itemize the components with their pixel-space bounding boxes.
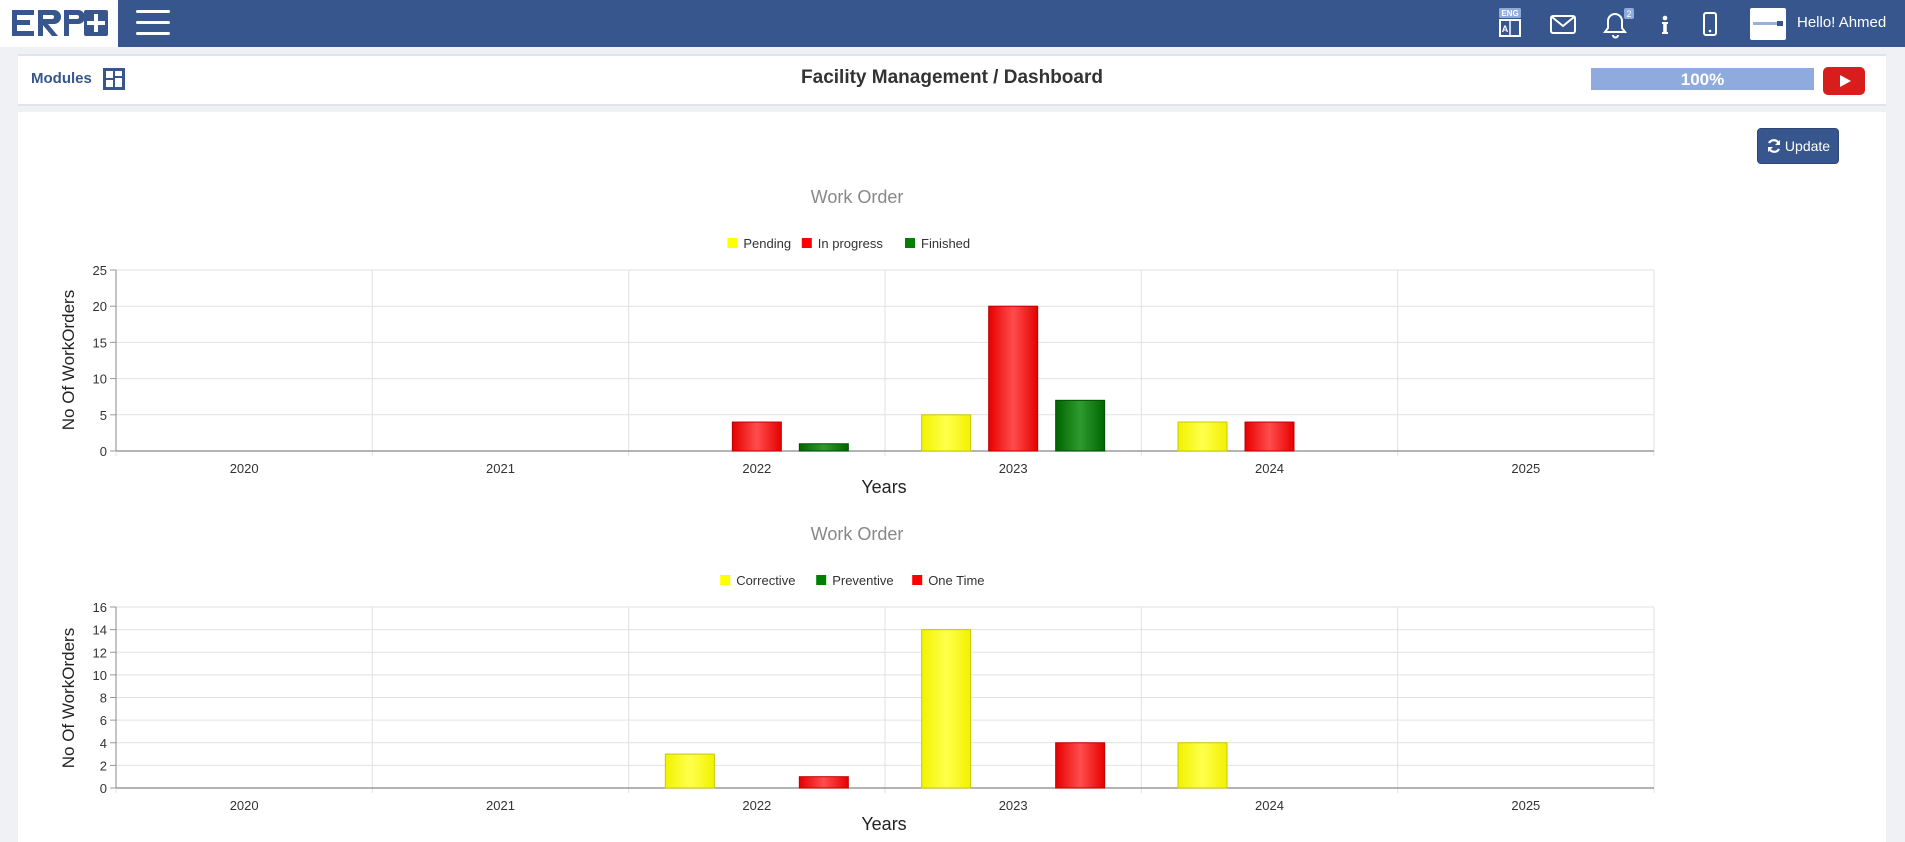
top-navbar: ENG A 2 (0, 0, 1905, 47)
info-button[interactable] (1655, 10, 1675, 38)
x-tick-label: 2024 (1255, 461, 1284, 476)
y-tick-label: 10 (93, 372, 107, 387)
y-tick-label: 20 (93, 299, 107, 314)
language-icon: ENG A (1499, 8, 1521, 37)
legend-label: Corrective (736, 573, 795, 588)
company-avatar[interactable] (1750, 8, 1786, 40)
legend-swatch (727, 238, 738, 248)
x-tick-label: 2021 (486, 798, 515, 813)
x-tick-label: 2022 (742, 798, 771, 813)
menu-toggle-button[interactable] (136, 8, 170, 38)
y-tick-label: 25 (93, 263, 107, 278)
x-axis-title: Years (861, 814, 906, 834)
legend-label: In progress (818, 236, 884, 251)
y-tick-label: 16 (93, 600, 107, 615)
hamburger-line (136, 10, 170, 13)
bar (731, 421, 782, 452)
legend-swatch (905, 238, 915, 248)
modules-grid-button[interactable] (102, 67, 126, 91)
x-tick-label: 2023 (999, 798, 1028, 813)
hamburger-line (136, 32, 170, 35)
y-tick-label: 10 (93, 668, 107, 683)
chart-title: Work Order (811, 187, 904, 207)
notification-badge: 2 (1626, 9, 1631, 19)
page-title: Facility Management / Dashboard (801, 67, 1103, 88)
y-tick-label: 14 (93, 623, 107, 638)
x-tick-label: 2020 (230, 798, 259, 813)
update-label: Update (1784, 138, 1831, 154)
envelope-icon (1550, 15, 1576, 34)
y-tick-label: 2 (100, 758, 107, 773)
x-tick-label: 2025 (1511, 461, 1540, 476)
y-tick-label: 15 (93, 335, 107, 350)
x-tick-label: 2023 (999, 461, 1028, 476)
legend-swatch (816, 575, 827, 585)
legend-label: One Time (928, 573, 984, 588)
y-tick-label: 5 (100, 408, 107, 423)
x-tick-label: 2025 (1511, 798, 1540, 813)
x-tick-label: 2021 (486, 461, 515, 476)
y-tick-label: 0 (100, 781, 107, 796)
bar (1177, 421, 1228, 452)
messages-button[interactable] (1548, 10, 1578, 38)
bar (1055, 742, 1106, 789)
y-axis-title: No Of WorkOrders (59, 628, 78, 768)
video-tutorial-button[interactable] (1823, 67, 1865, 95)
page-header: Modules Facility Management / Dashboard … (18, 54, 1886, 106)
grid-icon (103, 68, 125, 90)
y-tick-label: 8 (100, 691, 107, 706)
refresh-icon (1767, 139, 1780, 153)
x-tick-label: 2024 (1255, 798, 1284, 813)
y-tick-label: 0 (100, 444, 107, 459)
bar (1244, 421, 1295, 452)
mobile-app-button[interactable] (1700, 10, 1720, 38)
x-tick-label: 2020 (230, 461, 259, 476)
user-greeting[interactable]: Hello! Ahmed (1797, 14, 1887, 31)
progress-text: 100% (1680, 70, 1725, 89)
legend-label: Finished (921, 236, 970, 251)
legend-label: Pending (743, 236, 791, 251)
update-button[interactable]: Update (1757, 128, 1839, 164)
bar (1055, 399, 1106, 452)
y-tick-label: 6 (100, 713, 107, 728)
notifications-button[interactable]: 2 (1602, 6, 1636, 39)
progress-fill (1591, 68, 1814, 90)
legend-swatch (912, 575, 923, 585)
mobile-phone-icon (1703, 12, 1717, 36)
y-tick-label: 4 (100, 736, 107, 751)
bar (988, 305, 1039, 452)
bar (921, 414, 972, 452)
legend-swatch (801, 238, 812, 248)
y-tick-label: 12 (93, 645, 107, 660)
x-axis-title: Years (861, 477, 906, 497)
bell-icon: 2 (1603, 8, 1634, 39)
x-tick-label: 2022 (742, 461, 771, 476)
hamburger-line (136, 21, 170, 24)
company-logo-icon (1753, 21, 1783, 26)
language-switch-button[interactable]: ENG A (1495, 7, 1525, 37)
bar (798, 776, 849, 789)
erp-logo[interactable] (0, 0, 118, 47)
language-badge: ENG (1501, 9, 1518, 18)
modules-link[interactable]: Modules (31, 70, 92, 87)
svg-text:A: A (1502, 24, 1509, 34)
progress-bar: 100% (1591, 68, 1814, 90)
bar (798, 443, 849, 452)
bar (1177, 742, 1228, 789)
bar (921, 629, 972, 789)
chart-title: Work Order (811, 524, 904, 544)
info-icon (1662, 15, 1668, 34)
y-axis-title: No Of WorkOrders (59, 290, 78, 430)
bar (664, 753, 715, 789)
erp-logo-icon (12, 10, 108, 36)
legend-swatch (720, 575, 731, 585)
legend-label: Preventive (832, 573, 893, 588)
